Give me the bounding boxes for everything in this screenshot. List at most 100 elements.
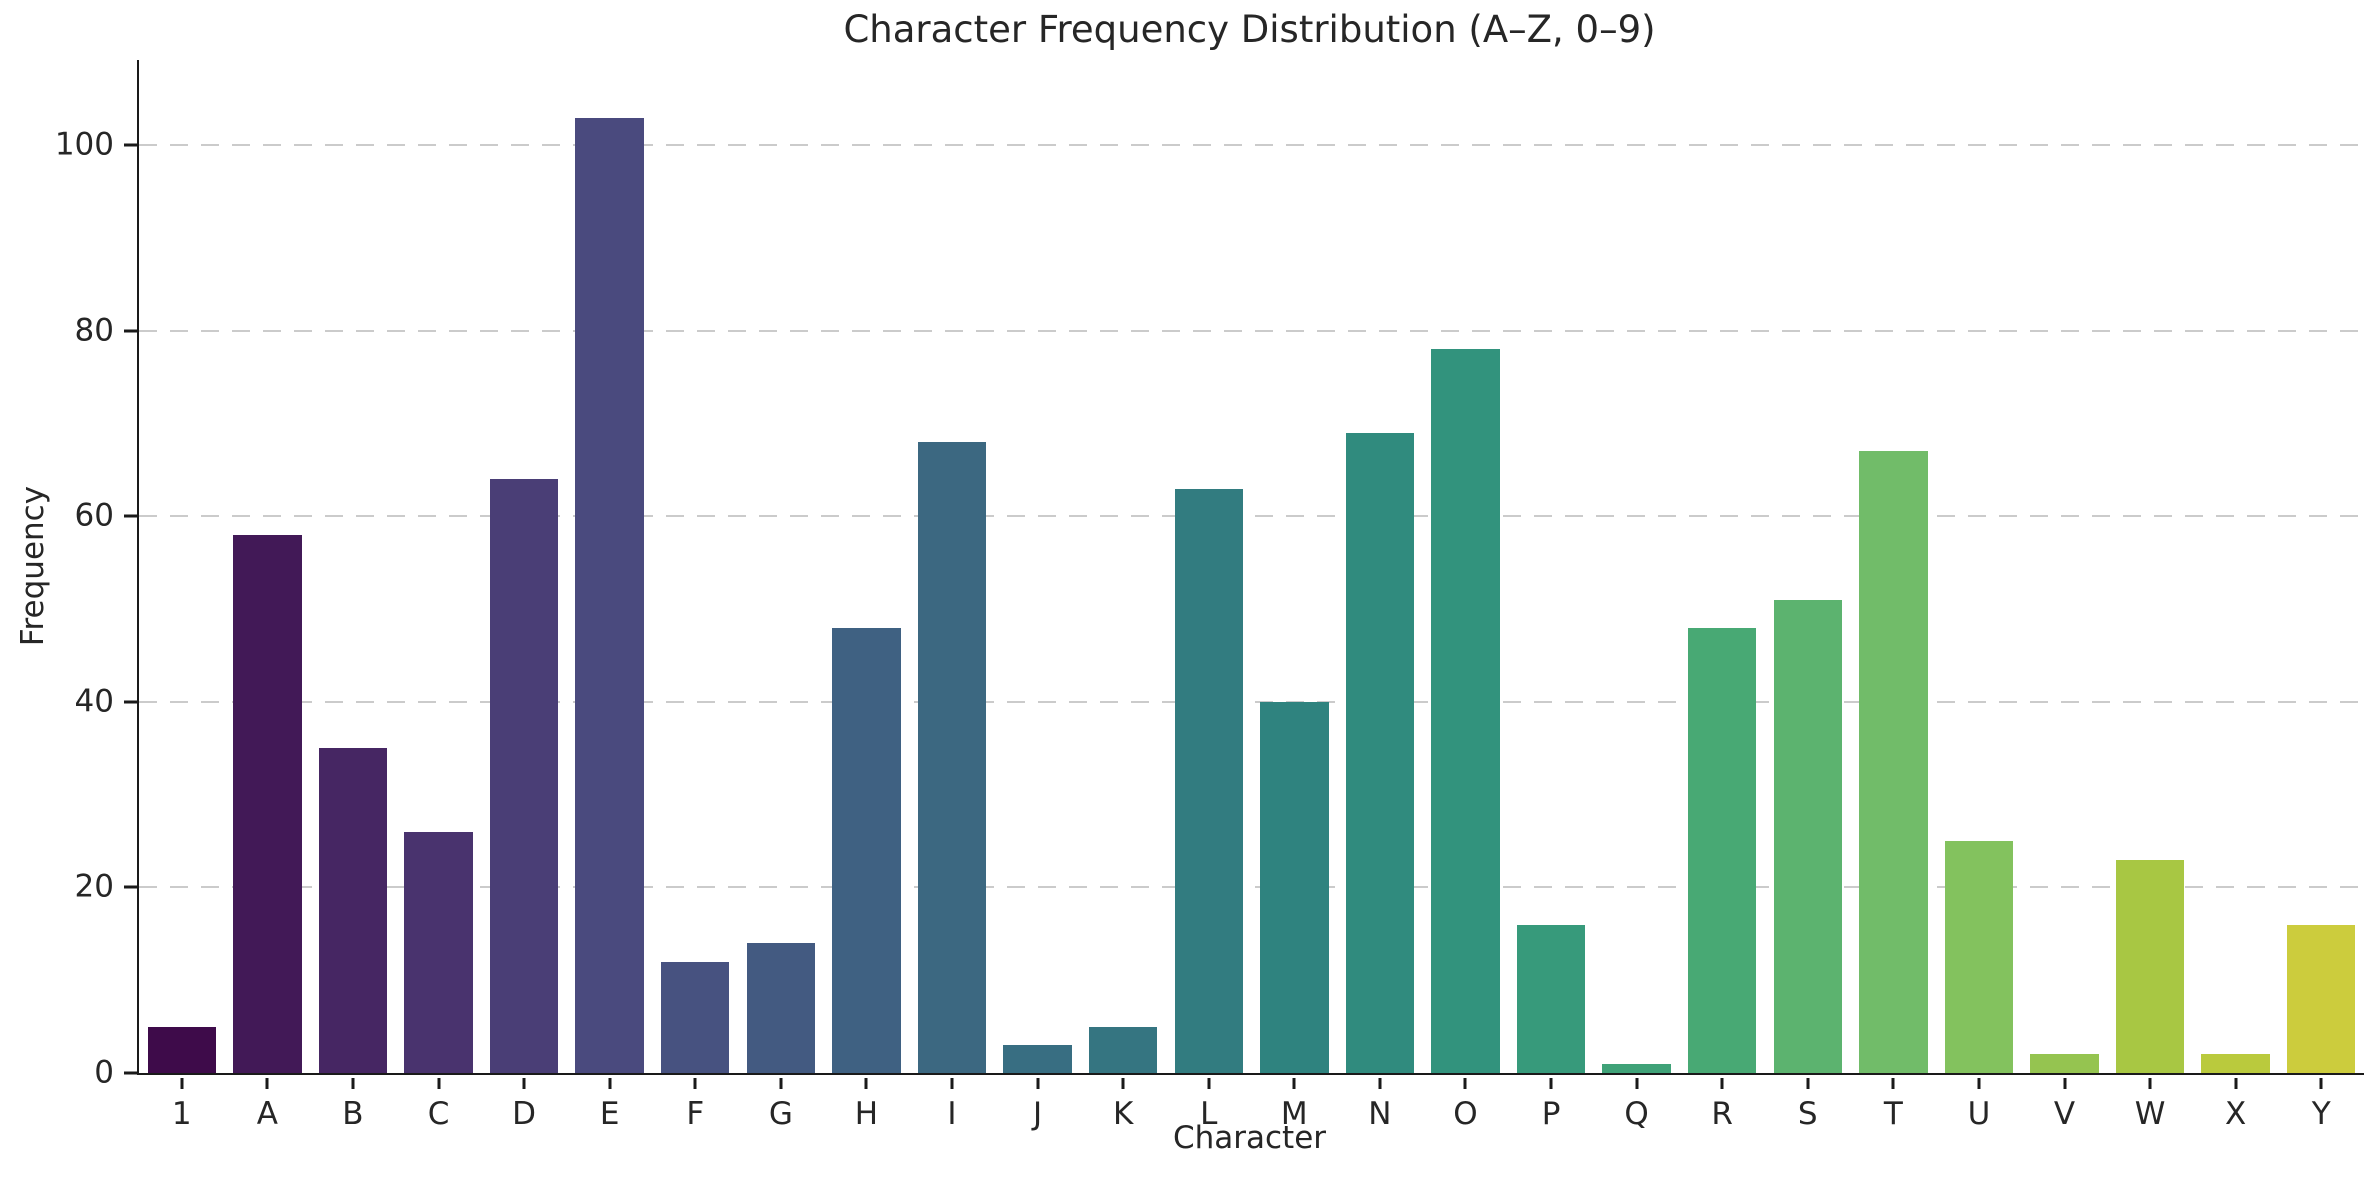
bar-N	[1345, 432, 1415, 1073]
bar-slot-F: F	[652, 60, 738, 1132]
bar-O	[1431, 349, 1500, 1073]
bar-H	[832, 627, 901, 1073]
bar-slot-I: I	[909, 60, 995, 1132]
y-tick-label-0: 0	[94, 1054, 114, 1091]
bar-slot-J: J	[995, 60, 1081, 1132]
bar-D	[489, 479, 559, 1073]
bar-F	[661, 961, 730, 1073]
x-tick-label-Y: Y	[2311, 1095, 2331, 1132]
x-tick-label-C: C	[427, 1095, 450, 1132]
bar-slot-Q: Q	[1594, 60, 1680, 1132]
x-tick-O	[1463, 1077, 1467, 1089]
bar-L	[1174, 488, 1243, 1073]
x-tick-F	[693, 1077, 697, 1089]
bar-slot-K: K	[1080, 60, 1166, 1132]
bar-slot-G: G	[738, 60, 824, 1132]
gridline-100	[139, 144, 2364, 147]
x-tick-E	[608, 1077, 612, 1089]
bar-slot-L: L	[1166, 60, 1252, 1132]
bar-B	[318, 748, 388, 1073]
bar-C	[404, 831, 473, 1073]
bar-M	[1260, 701, 1329, 1073]
x-tick-label-V: V	[2053, 1095, 2076, 1132]
bars: 1 A B C D E F G H I J K L M N O P Q R S T U V W X Y	[139, 60, 2364, 1132]
x-tick-label-B: B	[342, 1095, 364, 1132]
bar-I	[917, 442, 987, 1073]
x-tick-label-F: F	[686, 1095, 705, 1132]
x-tick-N	[1378, 1077, 1382, 1089]
bar-slot-V: V	[2022, 60, 2108, 1132]
x-tick-label-D: D	[512, 1095, 537, 1132]
bar-U	[1944, 841, 2014, 1073]
x-tick-U	[1977, 1077, 1981, 1089]
x-tick-label-X: X	[2225, 1095, 2247, 1132]
x-tick-label-A: A	[256, 1095, 278, 1132]
bar-slot-T: T	[1851, 60, 1937, 1132]
x-tick-H	[864, 1077, 868, 1089]
chart-title: Character Frequency Distribution (A–Z, 0…	[843, 8, 1656, 51]
y-tick-label-80: 80	[74, 312, 114, 349]
gridline-20	[139, 886, 2364, 889]
x-tick-label-R: R	[1711, 1095, 1733, 1132]
x-tick-S	[1806, 1077, 1810, 1089]
x-tick-K	[1121, 1077, 1125, 1089]
bar-R	[1687, 627, 1757, 1073]
y-tick-label-100: 100	[54, 126, 114, 163]
bar-slot-P: P	[1508, 60, 1594, 1132]
x-tick-label-P: P	[1541, 1095, 1561, 1132]
bar-Q	[1602, 1063, 1671, 1073]
bar-E	[575, 117, 644, 1073]
x-tick-label-U: U	[1967, 1095, 1991, 1132]
x-tick-label-Q: Q	[1624, 1095, 1649, 1132]
x-tick-D	[522, 1077, 526, 1089]
y-tick-60	[123, 514, 137, 518]
gridlines	[139, 60, 2364, 1073]
x-tick-label-T: T	[1883, 1095, 1903, 1132]
y-tick-20	[123, 885, 137, 889]
bar-slot-S: S	[1765, 60, 1851, 1132]
bar-slot-W: W	[2107, 60, 2193, 1132]
x-tick-label-M: M	[1280, 1095, 1308, 1132]
y-tick-80	[123, 329, 137, 333]
bar-slot-1: 1	[139, 60, 225, 1132]
bar-slot-H: H	[824, 60, 910, 1132]
x-tick-label-G: G	[768, 1095, 793, 1132]
bar-Y	[2287, 924, 2356, 1073]
x-tick-1	[180, 1077, 184, 1089]
bar-P	[1516, 924, 1586, 1073]
x-tick-V	[2063, 1077, 2066, 1089]
x-tick-G	[779, 1077, 783, 1089]
x-tick-J	[1036, 1077, 1040, 1089]
bar-slot-X: X	[2193, 60, 2279, 1132]
bar-V	[2030, 1054, 2099, 1073]
bar-T	[1859, 451, 1928, 1073]
x-tick-W	[2148, 1077, 2152, 1089]
x-tick-label-E: E	[599, 1095, 620, 1132]
y-tick-40	[123, 700, 137, 704]
bar-S	[1773, 599, 1842, 1073]
bar-slot-D: D	[481, 60, 567, 1132]
x-axis-label: Character	[1172, 1120, 1327, 1156]
bar-slot-M: M	[1252, 60, 1338, 1132]
bar-slot-Y: Y	[2278, 60, 2364, 1132]
bar-slot-B: B	[310, 60, 396, 1132]
bar-slot-A: A	[225, 60, 311, 1132]
gridline-80	[139, 329, 2364, 332]
x-tick-label-N: N	[1368, 1095, 1392, 1132]
gridline-40	[139, 700, 2364, 703]
x-tick-L	[1207, 1077, 1211, 1089]
x-tick-label-L: L	[1200, 1095, 1218, 1132]
x-tick-label-H: H	[854, 1095, 879, 1132]
bar-slot-C: C	[396, 60, 482, 1132]
x-tick-label-K: K	[1112, 1095, 1134, 1132]
bar-J	[1003, 1045, 1072, 1073]
x-tick-B	[351, 1077, 355, 1089]
bar-G	[746, 943, 816, 1073]
bar-slot-O: O	[1423, 60, 1509, 1132]
bar-1	[147, 1026, 217, 1073]
bar-slot-U: U	[1936, 60, 2022, 1132]
y-tick-label-20: 20	[74, 868, 114, 905]
bar-slot-R: R	[1679, 60, 1765, 1132]
x-tick-label-W: W	[2134, 1095, 2166, 1132]
